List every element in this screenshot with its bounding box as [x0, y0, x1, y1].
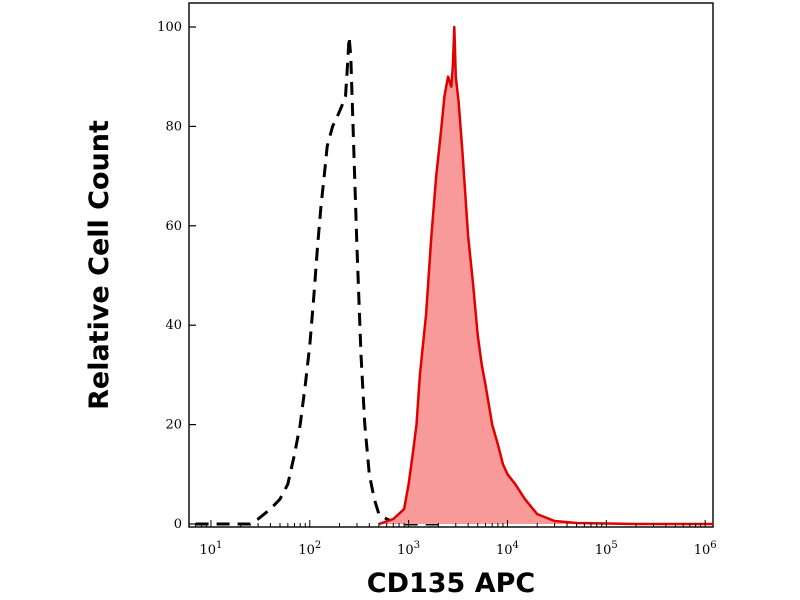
y-axis-title: Relative Cell Count	[84, 120, 115, 410]
y-tick-label: 40	[165, 318, 182, 333]
series-1-area	[378, 27, 713, 524]
y-tick-label: 0	[174, 517, 182, 532]
x-tick-label: 104	[496, 540, 519, 558]
y-tick-label: 80	[165, 119, 182, 134]
plot-area	[188, 2, 714, 528]
y-tick-label: 60	[165, 219, 182, 234]
x-axis: 101 102 103 104 105 106	[188, 520, 717, 558]
x-axis-title: CD135 APC	[367, 568, 536, 599]
series-1-line	[378, 25, 713, 526]
x-tick-label: 105	[595, 540, 618, 558]
x-tick-label: 101	[199, 540, 222, 558]
y-axis: 0 20 40 60 80 100	[157, 20, 196, 532]
series-0-line	[195, 35, 439, 526]
y-tick-label: 20	[165, 418, 182, 433]
y-tick-label: 100	[157, 20, 182, 35]
x-tick-label: 106	[694, 540, 717, 558]
x-tick-label: 103	[397, 540, 420, 558]
series-layer	[195, 25, 713, 526]
x-tick-label: 102	[298, 540, 321, 558]
